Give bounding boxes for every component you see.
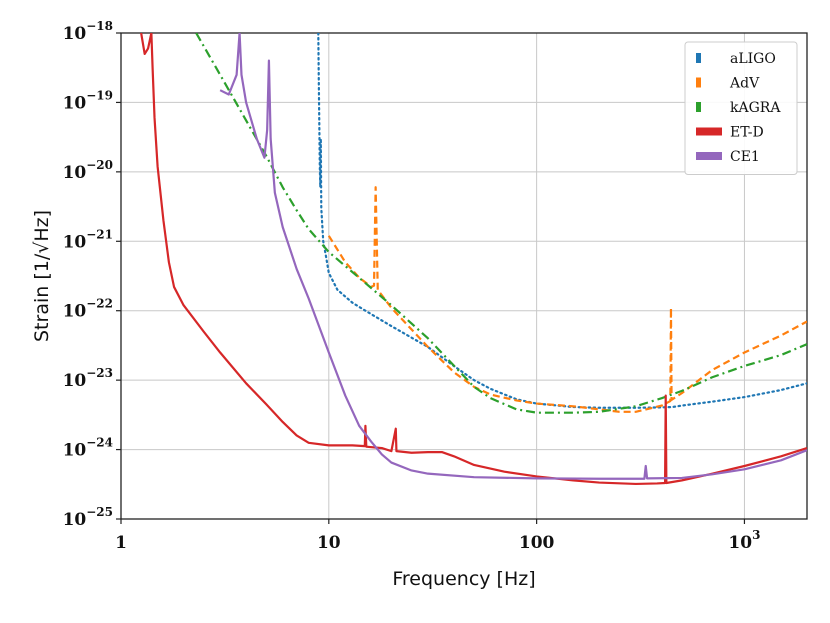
series-line-aligo <box>317 33 807 409</box>
legend-label-kagra: kAGRA <box>730 100 781 116</box>
y-tick-label: 10−22 <box>63 297 113 322</box>
legend-label-aligo: aLIGO <box>730 51 776 67</box>
y-axis-label: Strain [1/√Hz] <box>31 210 53 342</box>
series-lines <box>140 33 807 486</box>
x-tick-label: 10 <box>317 533 341 553</box>
y-tick-label: 10−21 <box>63 227 113 252</box>
x-tick-label: 100 <box>519 533 555 553</box>
legend-swatch-aligo <box>696 53 701 63</box>
y-tick-label: 10−19 <box>63 88 113 113</box>
legend-label-et-d: ET-D <box>730 125 764 141</box>
series-line-et-d <box>140 33 807 486</box>
legend: aLIGO AdV kAGRA ET-D CE1 <box>684 41 798 175</box>
legend-box <box>684 41 798 175</box>
legend-swatch-ce1 <box>696 152 722 160</box>
legend-label-adv: AdV <box>729 76 760 92</box>
legend-label-ce1: CE1 <box>730 149 760 165</box>
y-tick-label: 10−25 <box>63 505 113 530</box>
x-tick-label: 103 <box>728 528 760 553</box>
series-line-adv <box>327 186 807 413</box>
legend-swatch-et-d <box>696 127 722 136</box>
legend-swatch-adv <box>696 77 701 88</box>
x-tick-label: 1 <box>115 533 127 553</box>
legend-swatch-kagra <box>696 102 701 112</box>
plot-frame <box>120 32 808 520</box>
y-tick-label: 10−24 <box>63 436 113 461</box>
series-line-ce1 <box>219 33 807 480</box>
y-tick-label: 10−23 <box>63 366 113 391</box>
x-axis-label: Frequency [Hz] <box>392 568 535 590</box>
axis-ticks: 1 10 100 103 10−25 10−24 10−23 10−22 10−21 10−20 1… <box>63 19 761 553</box>
y-tick-label: 10−18 <box>63 19 113 44</box>
y-tick-label: 10−20 <box>63 158 113 183</box>
